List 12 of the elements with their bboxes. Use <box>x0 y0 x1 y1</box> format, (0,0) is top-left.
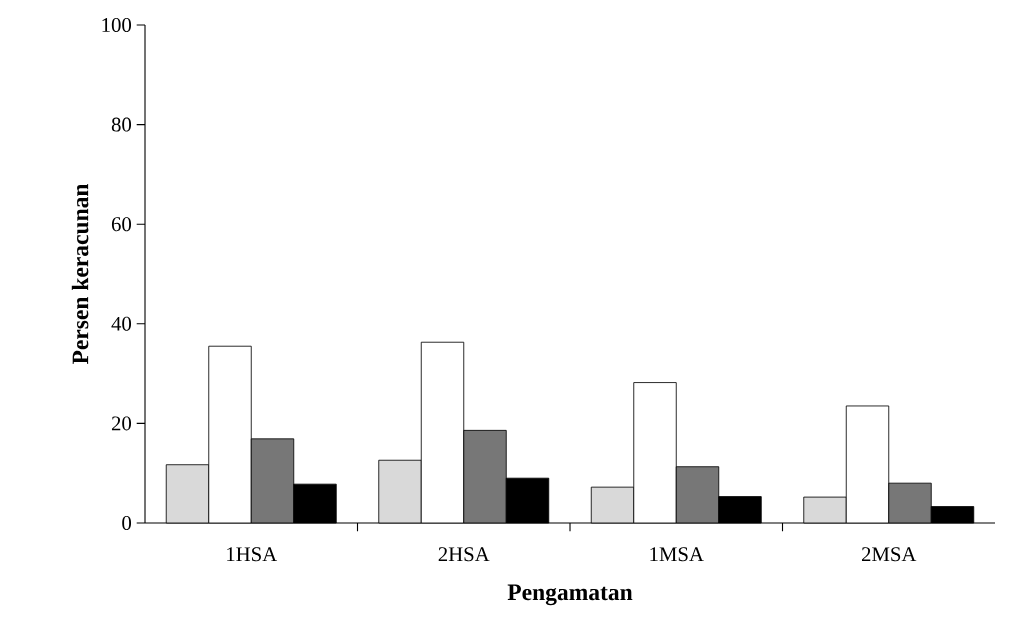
y-tick-label: 0 <box>122 516 132 530</box>
x-tick-label: 1MSA <box>650 547 704 562</box>
y-tick-label: 100 <box>102 17 132 32</box>
y-tick-label: 80 <box>111 117 132 132</box>
y-axis-title: Persen keracunan <box>71 183 89 365</box>
x-tick-label: 2MSA <box>861 547 917 562</box>
y-tick-label: 40 <box>111 316 132 331</box>
x-axis-title: Pengamatan <box>507 584 633 606</box>
x-tick-label: 1HSA <box>227 547 278 562</box>
x-tick-label: 2HSA <box>438 547 490 562</box>
y-tick-label: 60 <box>111 217 132 232</box>
y-tick-label: 20 <box>111 416 132 431</box>
